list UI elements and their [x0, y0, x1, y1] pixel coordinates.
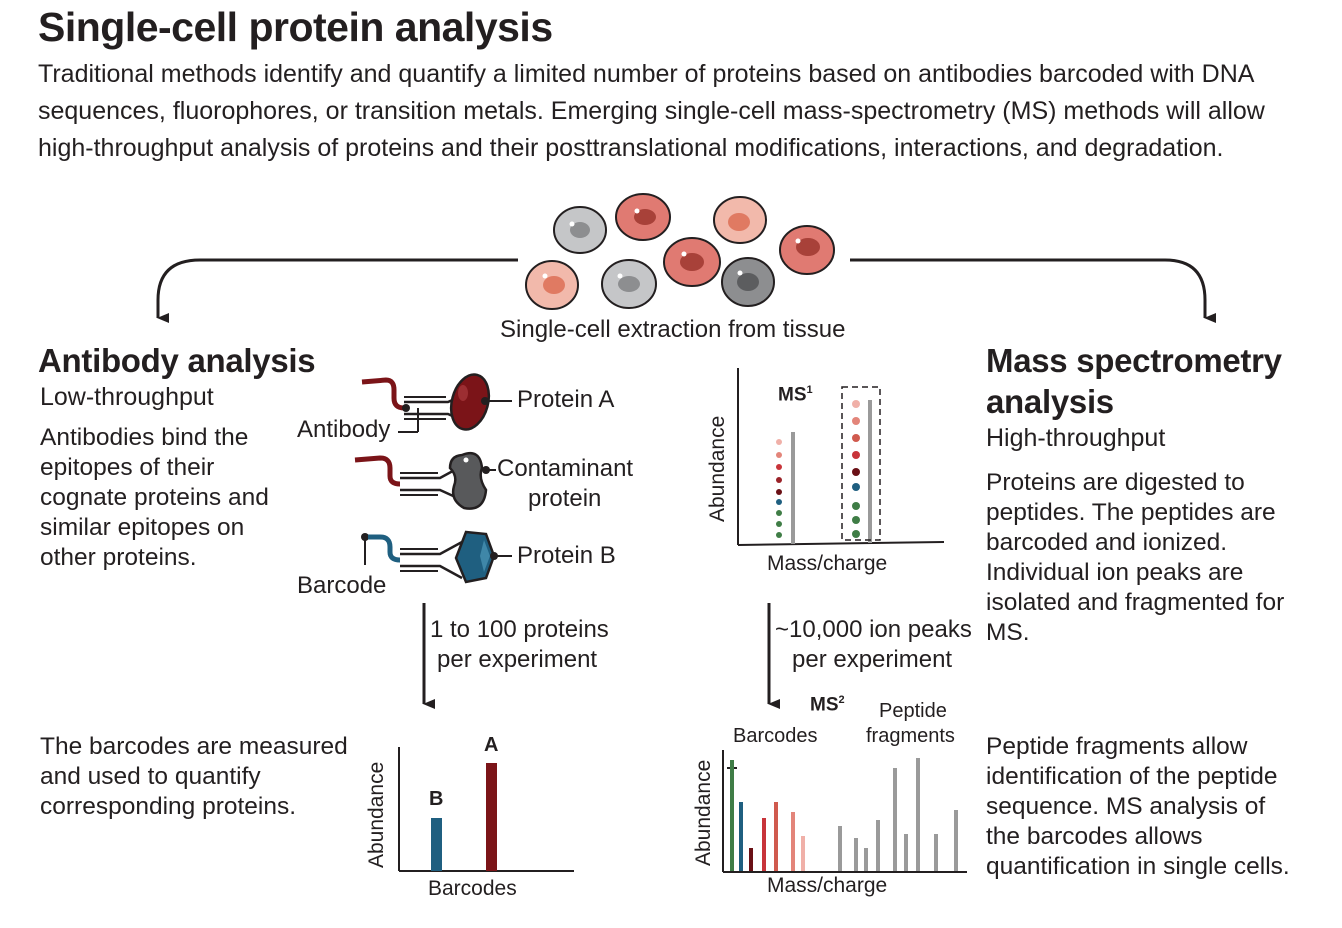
antibody-throughput: Low-throughput	[40, 383, 214, 411]
arrow-to-ms	[850, 258, 1216, 323]
ms-arrow-label-2: per experiment	[792, 646, 953, 673]
bar-b	[431, 818, 442, 871]
cell-gray-3	[721, 257, 775, 307]
cell-gray-2	[601, 259, 657, 309]
extraction-label: Single-cell extraction from tissue	[500, 316, 846, 343]
page-title: Single-cell protein analysis	[38, 4, 553, 50]
barcode-chart	[398, 747, 574, 872]
protein-a-label: Protein A	[517, 386, 615, 413]
ms2-label: MS2	[810, 694, 845, 716]
antibody-section-title: Antibody analysis	[38, 342, 316, 379]
ms2-chart	[722, 750, 967, 873]
cell-red-3	[663, 237, 721, 287]
ms2-peptide-fragments	[838, 758, 958, 871]
antibody-protein-a-complex	[361, 373, 512, 433]
ms2-barcodes-label: Barcodes	[733, 725, 818, 747]
ms-result-text: Peptide fragments allow identification o…	[986, 733, 1290, 880]
barcode-chart-xlabel: Barcodes	[428, 877, 517, 900]
cell-pink-1	[713, 196, 767, 244]
ms1-label: MS1	[778, 384, 813, 406]
ms-section-title-1: Mass spectrometry	[986, 342, 1282, 379]
tissue-cells	[525, 193, 835, 310]
antibody-label: Antibody	[297, 416, 391, 443]
ms-arrow-label-1: ~10,000 ion peaks	[775, 616, 972, 643]
antibody-protein-b-complex	[361, 530, 512, 584]
cell-pink-2	[525, 260, 579, 310]
ms1-dots-window	[852, 400, 860, 538]
protein-b-label: Protein B	[517, 542, 616, 569]
cell-gray-1	[553, 206, 607, 254]
ms-section-title-2: analysis	[986, 383, 1114, 420]
contaminant-label-1: Contaminant	[497, 455, 634, 482]
barcode-chart-ylabel: Abundance	[365, 761, 388, 868]
ms1-ylabel: Abundance	[706, 415, 729, 522]
antibody-result-text: The barcodes are measured and used to qu…	[40, 733, 348, 820]
arrow-to-antibody	[156, 258, 518, 323]
intro-paragraph: Traditional methods identify and quantif…	[38, 60, 1265, 162]
ms-throughput: High-throughput	[986, 424, 1166, 452]
ms2-ylabel: Abundance	[692, 759, 715, 866]
barcode-label: Barcode	[297, 572, 387, 599]
ms2-peptide-label-2: fragments	[866, 725, 955, 747]
ms1-xlabel: Mass/charge	[767, 552, 888, 575]
cell-red-2	[779, 225, 835, 275]
antibody-arrow-label-1: 1 to 100 proteins	[430, 616, 609, 643]
antibody-contaminant-complex	[354, 451, 496, 510]
bar-a-label: A	[484, 734, 499, 756]
isolation-window	[841, 386, 881, 541]
ms2-xlabel: Mass/charge	[767, 874, 888, 897]
contaminant-label-2: protein	[528, 485, 602, 512]
antibody-arrow-label-2: per experiment	[437, 646, 598, 673]
bar-a	[486, 763, 497, 871]
ms1-dots-left	[776, 439, 782, 538]
cell-red-1	[615, 193, 671, 241]
bar-b-label: B	[429, 788, 444, 810]
ms1-chart	[737, 368, 945, 546]
antibody-description: Antibodies bind the epitopes of their co…	[40, 424, 269, 571]
ms-description: Proteins are digested to peptides. The p…	[986, 469, 1285, 646]
ms2-peptide-label-1: Peptide	[879, 700, 947, 722]
